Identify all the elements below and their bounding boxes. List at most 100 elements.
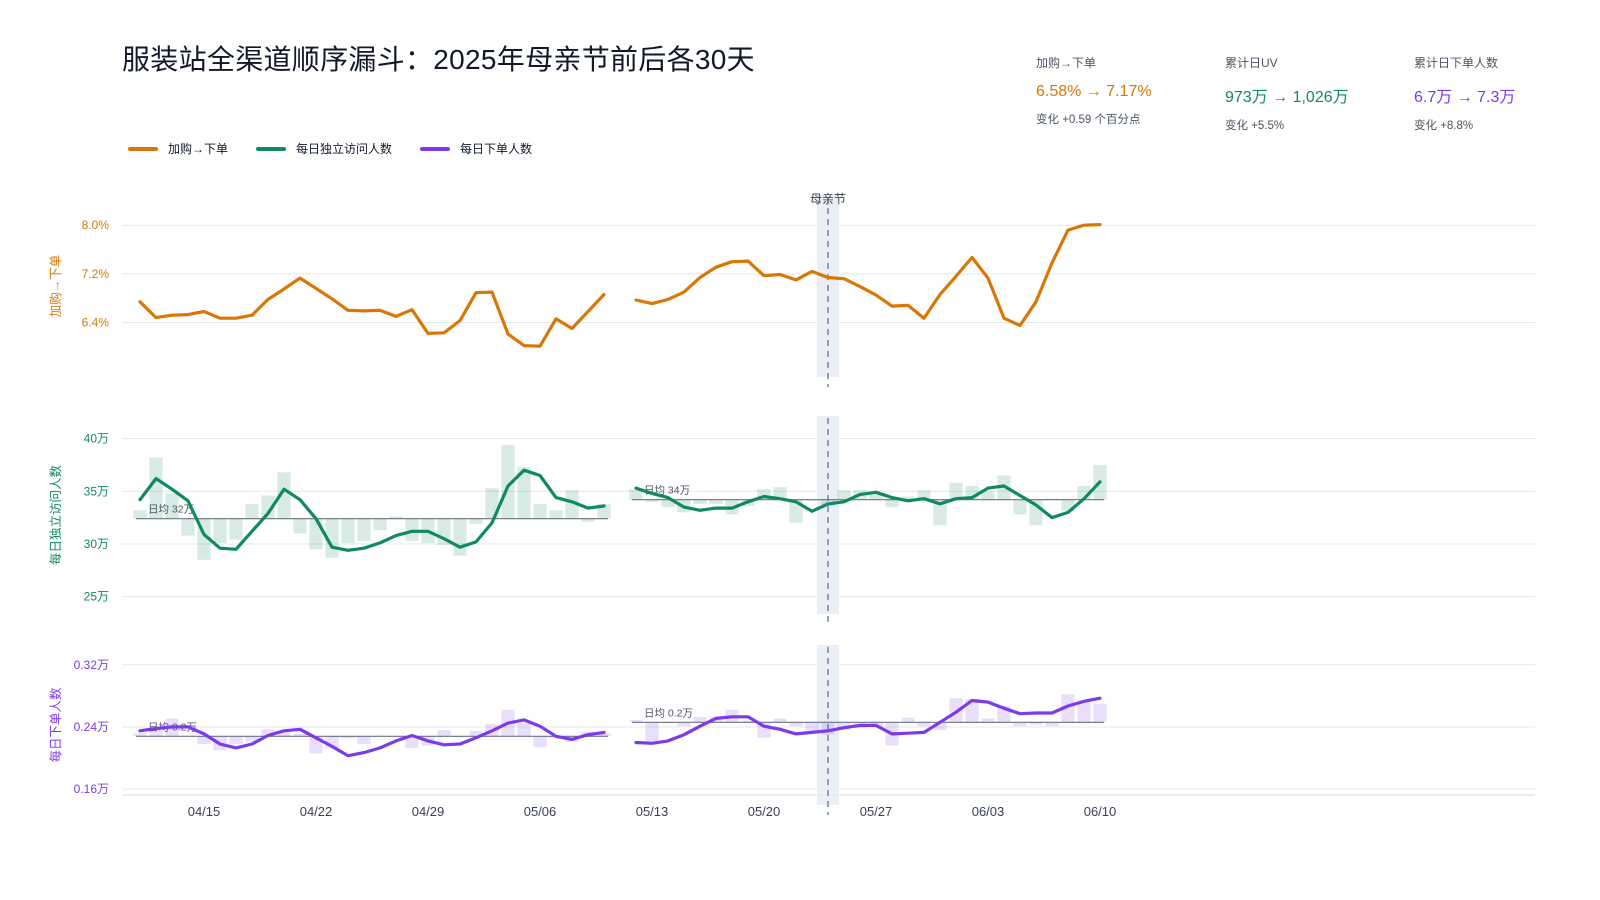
- daily-bar: [309, 518, 323, 550]
- daily-bar: [293, 518, 307, 534]
- daily-bar: [181, 518, 195, 536]
- x-tick-label: 04/29: [412, 804, 445, 819]
- daily-bar: [485, 488, 499, 519]
- daily-bar: [549, 510, 563, 519]
- y-tick-label: 25万: [84, 590, 109, 604]
- daily-bar: [469, 730, 483, 737]
- x-tick-label: 05/13: [636, 804, 669, 819]
- kpi-value: 6.7万 → 7.3万: [1414, 89, 1516, 106]
- legend-label: 每日下单人数: [460, 142, 533, 156]
- daily-bar: [661, 499, 675, 508]
- series-line-before: [138, 468, 606, 552]
- daily-bar: [197, 736, 211, 745]
- y-tick-label: 30万: [84, 537, 109, 551]
- daily-bar: [1061, 694, 1075, 723]
- event-label: 母亲节: [810, 192, 846, 206]
- legend-swatch: [420, 146, 451, 151]
- y-tick-label: 0.32万: [74, 658, 109, 672]
- daily-bar: [149, 730, 163, 737]
- series-line-after: [634, 223, 1102, 328]
- daily-bar: [597, 733, 611, 737]
- daily-bar: [693, 716, 707, 723]
- daily-bar: [229, 518, 243, 540]
- daily-bar: [277, 472, 291, 519]
- legend: 加购→下单 每日独立访问人数 每日下单人数: [128, 140, 532, 157]
- daily-bar: [837, 490, 851, 500]
- y-tick-label: 0.16万: [74, 782, 109, 796]
- y-axis-label: 加购→下单: [48, 255, 63, 318]
- legend-item-daily-uv[interactable]: 每日独立访问人数: [256, 140, 392, 157]
- daily-bar: [885, 499, 899, 508]
- daily-bar: [981, 491, 995, 500]
- y-tick-label: 35万: [84, 484, 109, 498]
- legend-label: 每日独立访问人数: [296, 142, 393, 156]
- daily-bar: [645, 499, 659, 502]
- daily-bar: [645, 722, 659, 742]
- chart-title: 服装站全渠道顺序漏斗：2025年母亲节前后各30天: [122, 44, 755, 75]
- daily-bar: [869, 494, 883, 500]
- daily-bar: [901, 496, 915, 500]
- legend-item-daily-orders[interactable]: 每日下单人数: [420, 140, 532, 157]
- series-line-after: [634, 480, 1102, 520]
- kpi-daily-orders: 累计日下单人数 6.7万 → 7.3万 变化 +8.8%: [1414, 54, 1600, 133]
- x-tick-label: 05/06: [524, 804, 557, 819]
- legend-item-cart-to-order[interactable]: 加购→下单: [128, 140, 228, 157]
- y-tick-label: 8.0%: [82, 218, 110, 232]
- daily-bar: [1093, 703, 1107, 723]
- daily-bar: [261, 495, 275, 519]
- kpi-label: 累计日下单人数: [1414, 56, 1499, 70]
- x-tick-label: 05/27: [860, 804, 893, 819]
- daily-bar: [277, 732, 291, 737]
- daily-bar: [629, 719, 643, 723]
- mean-label-before: 日均 32万: [148, 504, 194, 516]
- daily-bar: [901, 717, 915, 723]
- daily-bar: [293, 733, 307, 737]
- daily-bar: [229, 736, 243, 745]
- legend-swatch: [256, 146, 287, 151]
- daily-bar: [1029, 722, 1043, 725]
- series-line-after: [634, 696, 1102, 745]
- daily-bar: [917, 490, 931, 500]
- kpi-change: 变化 +5.5%: [1225, 120, 1285, 132]
- y-axis-label: 每日独立访问人数: [48, 465, 63, 566]
- daily-bar: [133, 733, 147, 737]
- x-tick-label: 05/20: [748, 804, 781, 819]
- daily-bar: [373, 518, 387, 531]
- daily-bar: [149, 457, 163, 519]
- daily-bar: [357, 736, 371, 745]
- daily-bar: [773, 718, 787, 723]
- daily-bar: [469, 518, 483, 524]
- mean-label-after: 日均 34万: [644, 485, 690, 497]
- mean-label-after: 日均 0.2万: [644, 707, 693, 719]
- daily-bar: [501, 444, 515, 519]
- daily-bar: [405, 736, 419, 748]
- x-tick-label: 06/03: [972, 804, 1005, 819]
- daily-bar: [805, 722, 819, 731]
- daily-bar: [773, 487, 787, 500]
- kpi-label: 加购→下单: [1036, 56, 1097, 70]
- kpi-change: 变化 +0.59 个百分点: [1036, 114, 1141, 126]
- daily-bar: [741, 720, 755, 723]
- daily-bar: [517, 723, 531, 737]
- daily-bar: [565, 490, 579, 519]
- daily-bar: [757, 489, 771, 500]
- legend-label: 加购→下单: [168, 142, 229, 156]
- daily-bar: [677, 722, 691, 727]
- daily-bar: [709, 499, 723, 504]
- daily-bar: [533, 736, 547, 748]
- series-line-before: [138, 718, 606, 758]
- daily-bar: [629, 489, 643, 500]
- daily-bar: [1045, 722, 1059, 727]
- kpi-change: 变化 +8.8%: [1414, 120, 1474, 132]
- daily-bar: [933, 499, 947, 526]
- daily-bar: [389, 516, 403, 519]
- daily-bar: [533, 503, 547, 519]
- daily-bar: [437, 730, 451, 737]
- daily-bar: [357, 518, 371, 541]
- y-axis-label: 每日下单人数: [48, 687, 63, 763]
- daily-bar: [693, 499, 707, 504]
- y-tick-label: 0.24万: [74, 720, 109, 734]
- daily-bar: [341, 518, 355, 543]
